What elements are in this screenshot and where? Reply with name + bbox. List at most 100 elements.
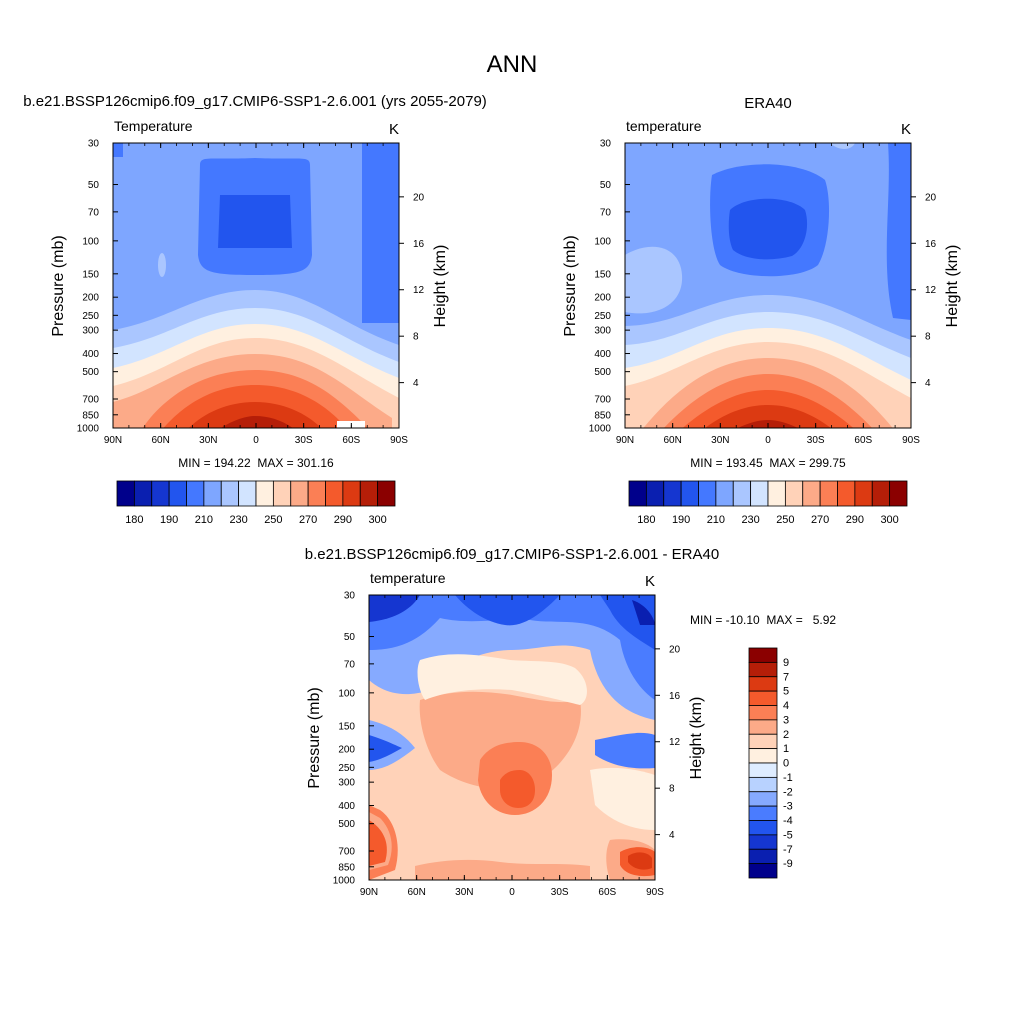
panel-diff: b.e21.BSSP126cmip6.f09_g17.CMIP6-SSP1-2.… (305, 546, 837, 898)
colorbar-label: 250 (264, 514, 282, 526)
y-tick-label: 300 (594, 326, 611, 337)
y-tick-label: 100 (82, 236, 99, 247)
x-tick-label: 30S (295, 435, 313, 446)
colorbar-box (307, 480, 326, 507)
colorbar-label: 7 (783, 671, 789, 683)
y-tick-label: 500 (82, 367, 99, 378)
colorbar-box (748, 863, 778, 879)
colorbar-box (342, 480, 361, 507)
panel-title: b.e21.BSSP126cmip6.f09_g17.CMIP6-SSP1-2.… (305, 546, 719, 563)
page-title: ANN (487, 51, 538, 78)
y-axis-label: Pressure (mb) (306, 687, 323, 788)
colorbar-box (272, 480, 292, 507)
colorbar-box (715, 480, 734, 507)
colorbar-box (732, 480, 752, 507)
axes: 90N 60N 30N 0 30S 60S 90S 30 50 70 100 150 200 250 300… (77, 139, 425, 447)
units-label: K (389, 121, 399, 138)
y2-axis-label: Height (km) (688, 697, 705, 780)
x-tick-label: 60N (663, 435, 681, 446)
y-tick-label: 1000 (333, 876, 356, 887)
colorbar-box (133, 480, 153, 507)
y-tick-label: 700 (82, 395, 99, 406)
y2-tick-label: 20 (669, 644, 681, 655)
y-tick-label: 50 (600, 180, 612, 191)
x-tick-label: 0 (509, 887, 515, 898)
y-tick-label: 850 (338, 862, 355, 873)
colorbar-box (889, 480, 908, 507)
colorbar-box (645, 480, 665, 507)
colorbar-box (784, 480, 804, 507)
x-tick-label: 90S (646, 887, 664, 898)
colorbar-label: 290 (334, 514, 352, 526)
colorbar-box (186, 480, 205, 507)
y-tick-label: 250 (338, 763, 355, 774)
x-tick-label: 0 (765, 435, 771, 446)
y2-tick-label: 16 (413, 239, 425, 250)
colorbar-label: 210 (707, 514, 725, 526)
colorbar-box (151, 480, 170, 507)
contour-field (369, 595, 655, 880)
x-tick-label: 60N (151, 435, 169, 446)
colorbar-label: 0 (783, 758, 789, 770)
y-tick-label: 50 (344, 632, 356, 643)
colorbar-box (377, 480, 396, 507)
y2-tick-label: 4 (669, 830, 675, 841)
panel-title: b.e21.BSSP126cmip6.f09_g17.CMIP6-SSP1-2.… (23, 93, 487, 110)
colorbar-box (748, 791, 778, 807)
y2-tick-label: 4 (413, 378, 419, 389)
colorbar-label: 230 (741, 514, 759, 526)
y-tick-label: 300 (82, 326, 99, 337)
colorbar-box (359, 480, 379, 507)
colorbar-box (748, 676, 778, 692)
colorbar-label: 290 (846, 514, 864, 526)
colorbar-box (819, 480, 838, 507)
y2-tick-label: 12 (669, 737, 681, 748)
colorbar-label: 9 (783, 657, 789, 669)
x-tick-label: 30N (711, 435, 729, 446)
y2-tick-label: 8 (925, 332, 931, 343)
colorbar-box (748, 776, 778, 793)
y-tick-label: 400 (338, 801, 355, 812)
variable-label: temperature (626, 118, 702, 134)
x-tick-label: 30N (199, 435, 217, 446)
colorbar-box (871, 480, 891, 507)
x-tick-label: 60S (854, 435, 872, 446)
y-tick-label: 70 (344, 659, 356, 670)
colorbar-box (837, 480, 856, 507)
colorbar-box (748, 848, 778, 865)
y-tick-label: 200 (338, 745, 355, 756)
y-tick-label: 700 (594, 395, 611, 406)
colorbar-box (748, 762, 778, 778)
colorbar-box (748, 748, 778, 764)
y2-tick-label: 20 (413, 192, 425, 203)
colorbar-box (680, 480, 699, 507)
y-tick-label: 150 (594, 269, 611, 280)
y2-axis-label: Height (km) (432, 245, 449, 328)
x-tick-label: 60S (598, 887, 616, 898)
y-tick-label: 200 (82, 293, 99, 304)
colorbar-box (748, 733, 778, 750)
axes: 90N 60N 30N 0 30S 60S 90S 30 50 70 100 150 200 250 300… (333, 591, 681, 899)
colorbar-label: 250 (776, 514, 794, 526)
y-tick-label: 850 (594, 410, 611, 421)
x-tick-label: 90S (902, 435, 920, 446)
panel-model: b.e21.BSSP126cmip6.f09_g17.CMIP6-SSP1-2.… (23, 93, 487, 526)
colorbar-label: 270 (299, 514, 317, 526)
colorbar-label: 1 (783, 743, 789, 755)
contour-field (113, 143, 399, 428)
min-max-stats: MIN = 193.45 MAX = 299.75 (690, 456, 846, 470)
colorbar-box (802, 480, 821, 507)
y2-axis-label: Height (km) (944, 245, 961, 328)
colorbar-label: 190 (672, 514, 690, 526)
colorbar-label: 4 (783, 700, 789, 712)
y2-tick-label: 16 (925, 239, 937, 250)
y2-tick-label: 20 (925, 192, 937, 203)
y2-tick-label: 8 (669, 784, 675, 795)
colorbar-box (325, 480, 344, 507)
colorbar: 180 190 210 230 250 270 290 300 (116, 480, 396, 526)
y-tick-label: 400 (594, 349, 611, 360)
colorbar-label: 5 (783, 686, 789, 698)
axes: 90N 60N 30N 0 30S 60S 90S 30 50 70 100 150 200 250 300… (589, 139, 937, 447)
colorbar-label: 180 (637, 514, 655, 526)
y-tick-label: 1000 (77, 424, 100, 435)
